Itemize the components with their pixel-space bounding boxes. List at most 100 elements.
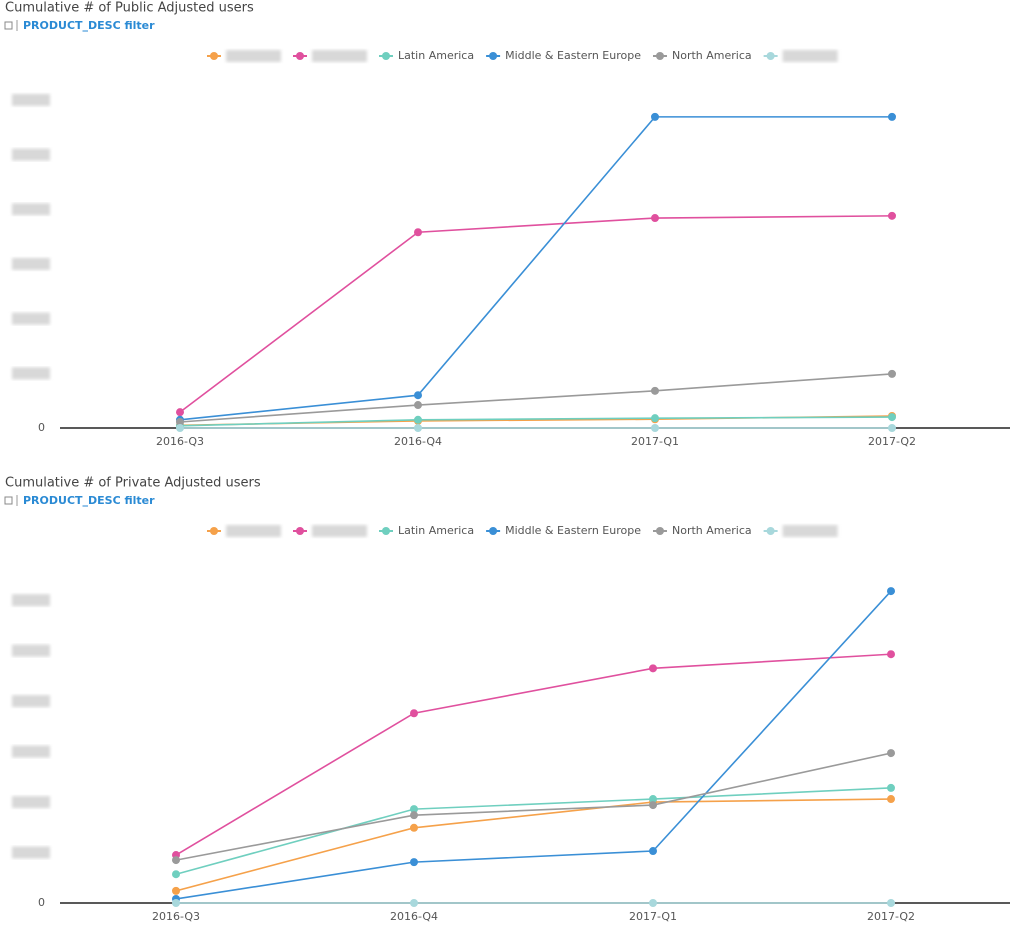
data-point: [887, 795, 895, 804]
y-tick-label-blurred: [12, 594, 50, 607]
y-tick-label: 0: [38, 896, 45, 909]
x-tick-label: 2016-Q4: [394, 435, 442, 448]
legend-label[interactable]: Latin America: [398, 49, 474, 62]
legend-label-blurred[interactable]: [226, 525, 281, 537]
y-tick-label-blurred: [12, 93, 50, 106]
legend-marker[interactable]: [655, 52, 664, 60]
data-point: [887, 587, 895, 596]
cube-icon: [4, 21, 13, 30]
data-point: [651, 112, 659, 121]
legend-label[interactable]: Latin America: [398, 524, 474, 537]
data-point: [414, 424, 422, 432]
series-line: [179, 416, 893, 427]
data-point: [414, 228, 422, 237]
legend-label-blurred[interactable]: [312, 50, 367, 62]
y-tick-label-blurred: [12, 312, 50, 325]
data-point: [649, 899, 657, 907]
series-line: [179, 215, 893, 413]
data-point: [888, 413, 896, 422]
legend-label[interactable]: North America: [672, 524, 752, 537]
data-point: [651, 424, 659, 432]
legend-marker[interactable]: [210, 527, 218, 535]
series-line: [179, 373, 893, 423]
x-tick-label: 2016-Q3: [156, 435, 204, 448]
y-tick-label: 0: [38, 421, 45, 434]
filter-link[interactable]: PRODUCT_DESC filter: [23, 19, 155, 32]
filter-link[interactable]: PRODUCT_DESC filter: [23, 494, 155, 507]
x-tick-label: 2016-Q4: [390, 910, 438, 923]
x-tick-label: 2016-Q3: [152, 910, 200, 923]
data-point: [172, 899, 180, 907]
legend-marker[interactable]: [766, 52, 775, 60]
data-point: [649, 664, 657, 673]
legend-marker[interactable]: [210, 52, 218, 60]
chart-title: Cumulative # of Public Adjusted users: [5, 1, 254, 16]
data-point: [410, 805, 418, 814]
data-point: [410, 811, 418, 820]
data-point: [176, 417, 184, 426]
data-point: [649, 801, 657, 810]
data-point: [410, 823, 418, 832]
data-point: [172, 856, 180, 865]
data-point: [651, 214, 659, 223]
data-point: [649, 795, 657, 804]
series-line: [175, 590, 892, 900]
y-tick-label-blurred: [12, 695, 50, 708]
y-tick-label-blurred: [12, 745, 50, 758]
data-point: [651, 386, 659, 395]
data-point: [887, 899, 895, 907]
chart-title: Cumulative # of Private Adjusted users: [5, 476, 261, 491]
data-point: [414, 401, 422, 410]
cube-icon: [4, 496, 13, 505]
series-line: [175, 752, 892, 861]
legend-label[interactable]: Middle & Eastern Europe: [505, 49, 641, 62]
x-tick-label: 2017-Q1: [629, 910, 677, 923]
x-tick-label: 2017-Q1: [631, 435, 679, 448]
y-tick-label-blurred: [12, 846, 50, 859]
legend-label[interactable]: North America: [672, 49, 752, 62]
legend-marker[interactable]: [296, 527, 304, 535]
data-point: [651, 414, 659, 423]
y-tick-label-blurred: [12, 644, 50, 657]
series-line: [175, 798, 892, 892]
data-point: [888, 112, 896, 121]
series-line: [175, 653, 892, 856]
data-point: [410, 899, 418, 907]
data-point: [410, 709, 418, 718]
series-line: [175, 787, 892, 876]
data-point: [176, 424, 184, 432]
legend-marker[interactable]: [489, 52, 498, 60]
legend-marker[interactable]: [296, 52, 304, 60]
legend-label-blurred[interactable]: [782, 50, 838, 62]
y-tick-label-blurred: [12, 367, 50, 380]
series-line: [179, 116, 892, 421]
legend-label-blurred[interactable]: [782, 525, 838, 537]
data-point: [887, 783, 895, 792]
y-tick-label-blurred: [12, 148, 50, 161]
legend-label-blurred[interactable]: [226, 50, 281, 62]
legend-label[interactable]: Middle & Eastern Europe: [505, 524, 641, 537]
data-point: [888, 211, 896, 220]
data-point: [414, 391, 422, 400]
data-point: [172, 870, 180, 879]
x-tick-label: 2017-Q2: [868, 435, 916, 448]
data-point: [649, 847, 657, 856]
data-point: [888, 424, 896, 432]
y-tick-label-blurred: [12, 257, 50, 270]
legend-marker[interactable]: [766, 527, 775, 535]
y-tick-label-blurred: [12, 796, 50, 809]
legend-marker[interactable]: [489, 527, 498, 535]
legend-marker[interactable]: [382, 527, 390, 535]
legend-label-blurred[interactable]: [312, 525, 367, 537]
data-point: [410, 858, 418, 867]
y-tick-label-blurred: [12, 203, 50, 216]
data-point: [172, 886, 180, 895]
data-point: [887, 749, 895, 758]
data-point: [888, 369, 896, 378]
x-tick-label: 2017-Q2: [867, 910, 915, 923]
legend-marker[interactable]: [382, 52, 390, 60]
legend-marker[interactable]: [655, 527, 664, 535]
data-point: [176, 408, 184, 417]
